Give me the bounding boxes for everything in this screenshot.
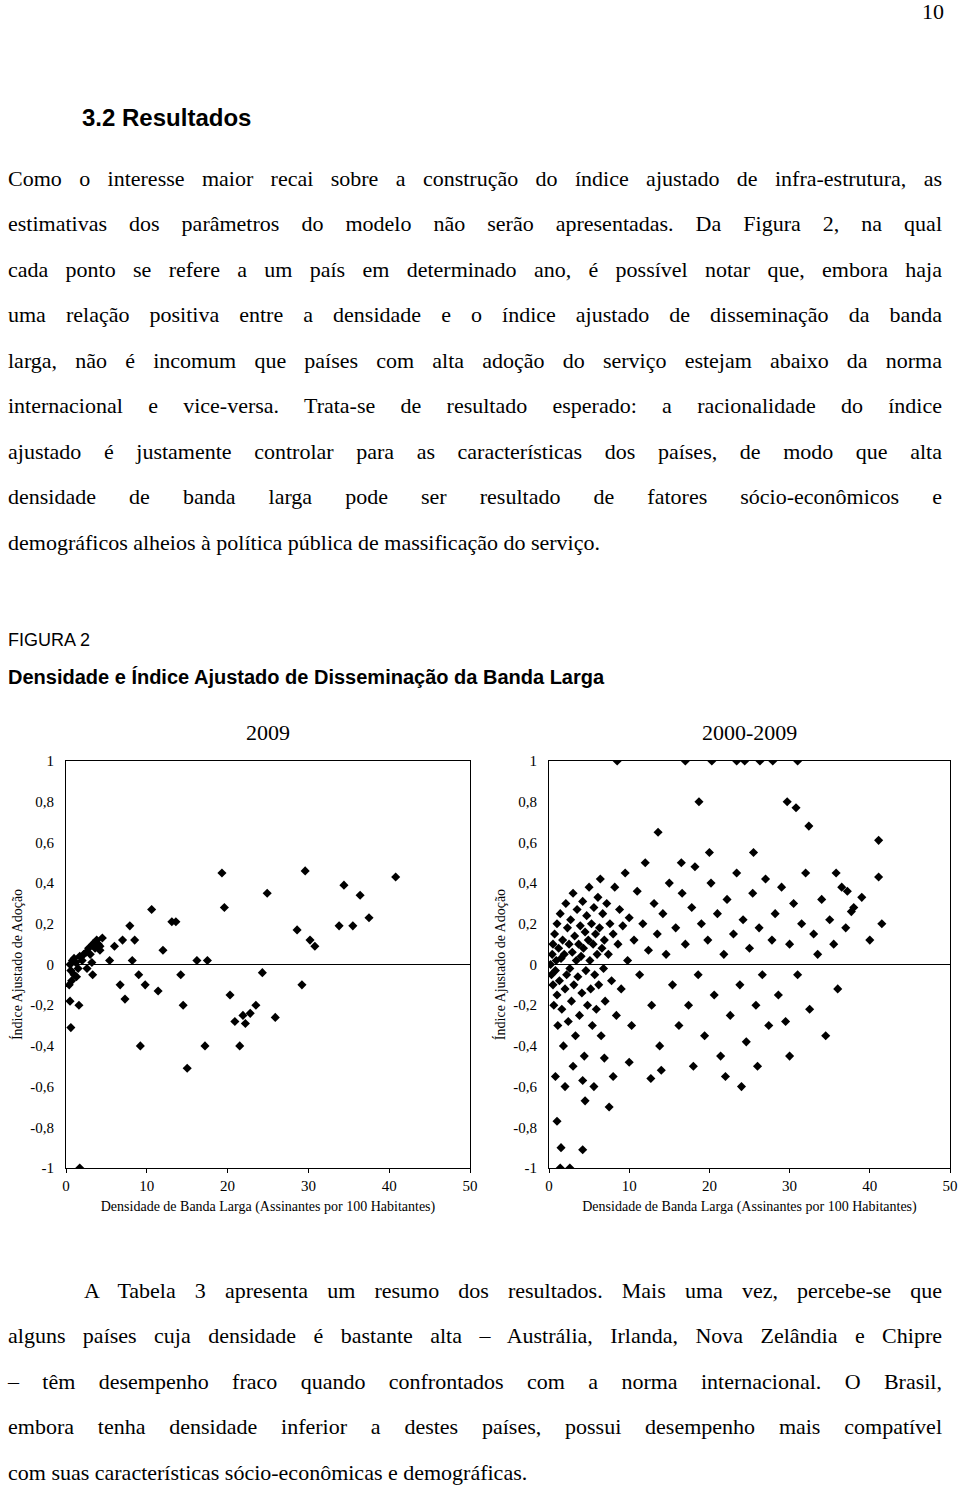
svg-text:2009: 2009 bbox=[246, 720, 290, 745]
svg-text:-1: -1 bbox=[42, 1160, 55, 1176]
html-text:Como o interesse maior recai s: Como o interesse maior recai sobre a con… bbox=[8, 165, 942, 191]
svg-text:-0,6: -0,6 bbox=[513, 1079, 537, 1095]
html-text:A Tabela 3 apresenta um resumo: A Tabela 3 apresenta um resumo dos resul… bbox=[84, 1277, 942, 1303]
svg-text:-0,2: -0,2 bbox=[30, 997, 54, 1013]
svg-text:50: 50 bbox=[943, 1178, 958, 1194]
svg-text:0,2: 0,2 bbox=[35, 916, 54, 932]
html-text:cada ponto se refere a um país: cada ponto se refere a um país em determ… bbox=[8, 256, 942, 282]
svg-text:Densidade de Banda Larga (Assi: Densidade de Banda Larga (Assinantes por… bbox=[101, 1199, 436, 1215]
html-text:10: 10 bbox=[922, 0, 944, 24]
html-text:larga, não é incomum que paíse: larga, não é incomum que países com alta… bbox=[8, 347, 942, 373]
svg-text:20: 20 bbox=[702, 1178, 717, 1194]
svg-text:0: 0 bbox=[62, 1178, 70, 1194]
svg-text:40: 40 bbox=[862, 1178, 877, 1194]
svg-text:Índice Ajustado de Adoção: Índice Ajustado de Adoção bbox=[9, 889, 25, 1040]
svg-text:50: 50 bbox=[463, 1178, 478, 1194]
svg-text:-0,4: -0,4 bbox=[30, 1038, 54, 1054]
svg-text:Densidade de Banda Larga (Assi: Densidade de Banda Larga (Assinantes por… bbox=[582, 1199, 917, 1215]
html-text:com suas características sócio: com suas características sócio-econômica… bbox=[8, 1459, 528, 1485]
svg-text:-0,4: -0,4 bbox=[513, 1038, 537, 1054]
html-text:Densidade e Índice Ajustado de: Densidade e Índice Ajustado de Dissemina… bbox=[8, 666, 605, 688]
svg-text:0,6: 0,6 bbox=[35, 835, 54, 851]
svg-text:Índice Ajustado de Adoção: Índice Ajustado de Adoção bbox=[492, 889, 508, 1040]
svg-text:-0,6: -0,6 bbox=[30, 1079, 54, 1095]
html-text:ajustado é justamente controla: ajustado é justamente controlar para as … bbox=[8, 438, 942, 464]
html-text:estimativas dos parâmetros do: estimativas dos parâmetros do modelo não… bbox=[8, 211, 942, 236]
svg-text:-1: -1 bbox=[525, 1160, 538, 1176]
svg-text:-0,8: -0,8 bbox=[513, 1120, 537, 1136]
svg-text:0,4: 0,4 bbox=[518, 875, 537, 891]
svg-text:1: 1 bbox=[47, 753, 55, 769]
svg-text:0: 0 bbox=[47, 957, 55, 973]
svg-text:10: 10 bbox=[139, 1178, 154, 1194]
svg-text:0,4: 0,4 bbox=[35, 875, 54, 891]
svg-text:1: 1 bbox=[530, 753, 538, 769]
html-text:FIGURA 2: FIGURA 2 bbox=[8, 630, 90, 650]
html-text:uma relação positiva entre a d: uma relação positiva entre a densidade e… bbox=[8, 302, 942, 327]
svg-text:-0,2: -0,2 bbox=[513, 997, 537, 1013]
html-text:alguns países cuja densidade é: alguns países cuja densidade é bastante … bbox=[8, 1323, 942, 1348]
svg-text:40: 40 bbox=[382, 1178, 397, 1194]
svg-text:10: 10 bbox=[622, 1178, 637, 1194]
svg-text:0,8: 0,8 bbox=[35, 794, 54, 810]
svg-text:0,2: 0,2 bbox=[518, 916, 537, 932]
svg-text:-0,8: -0,8 bbox=[30, 1120, 54, 1136]
svg-text:0: 0 bbox=[530, 957, 538, 973]
svg-text:0: 0 bbox=[545, 1178, 553, 1194]
svg-text:20: 20 bbox=[220, 1178, 235, 1194]
svg-text:30: 30 bbox=[782, 1178, 797, 1194]
svg-text:0,8: 0,8 bbox=[518, 794, 537, 810]
svg-text:0,6: 0,6 bbox=[518, 835, 537, 851]
html-text:densidade de banda larga pode: densidade de banda larga pode ser result… bbox=[8, 484, 942, 509]
svg-text:2000-2009: 2000-2009 bbox=[702, 720, 797, 745]
html-text:internacional e vice-versa. Tr: internacional e vice-versa. Trata-se de … bbox=[8, 393, 942, 418]
html-text:– têm desempenho fraco quando: – têm desempenho fraco quando confrontad… bbox=[8, 1368, 942, 1394]
svg-text:30: 30 bbox=[301, 1178, 316, 1194]
html-text:demográficos alheios à polític: demográficos alheios à política pública … bbox=[8, 529, 600, 555]
html-text:3.2 Resultados: 3.2 Resultados bbox=[82, 104, 252, 131]
html-text:embora tenha densidade inferio: embora tenha densidade inferior a destes… bbox=[8, 1414, 942, 1439]
